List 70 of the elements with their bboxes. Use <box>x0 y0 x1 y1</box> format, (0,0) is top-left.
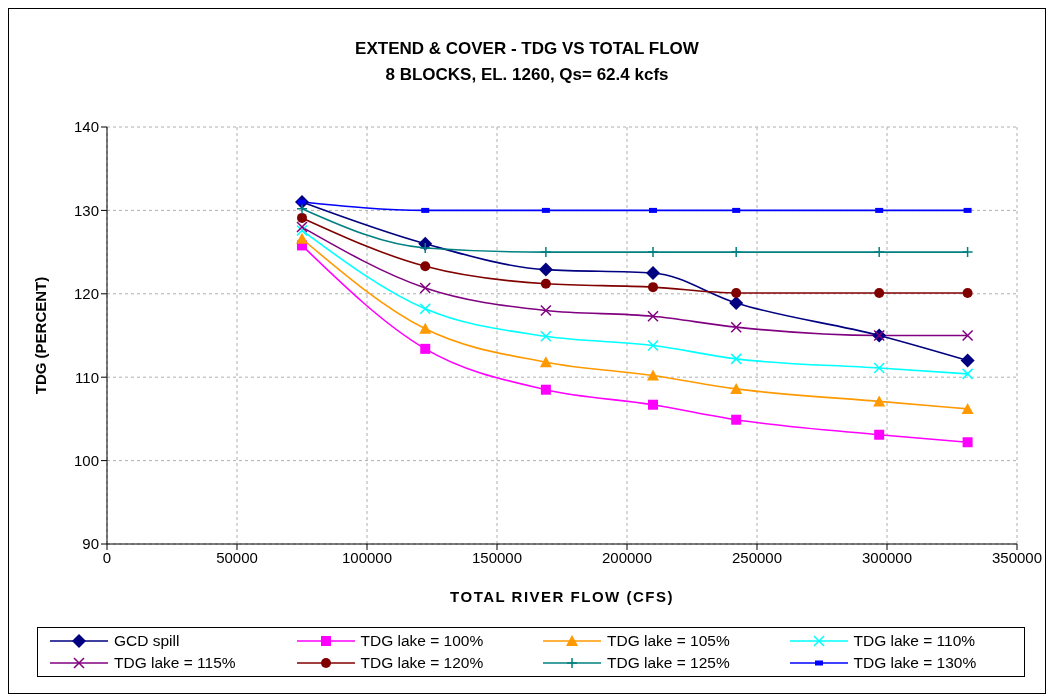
point <box>730 321 742 333</box>
point <box>540 278 551 289</box>
x-tick-label: 200000 <box>601 548 653 566</box>
y-tick-label: 140 <box>73 118 99 136</box>
x-tick-label: 50000 <box>216 548 258 566</box>
x-tick-label: 100000 <box>341 548 393 566</box>
y-tick-label: 90 <box>82 535 99 553</box>
x-tick-label: 0 <box>102 548 112 566</box>
point <box>962 287 973 298</box>
point <box>540 330 552 343</box>
point <box>961 246 974 258</box>
point <box>874 287 885 298</box>
legend-label: TDG lake = 110% <box>853 632 976 650</box>
point <box>296 224 308 237</box>
x-tick-label: 350000 <box>991 548 1043 566</box>
point <box>419 242 431 254</box>
point <box>540 384 551 395</box>
point <box>873 246 885 258</box>
point <box>540 246 552 258</box>
point <box>730 353 742 365</box>
point <box>731 414 742 425</box>
legend-label: TDG lake = 125% <box>607 654 730 672</box>
legend-label: TDG lake = 130% <box>853 654 977 672</box>
point <box>419 322 432 334</box>
y-tick-label: 120 <box>73 285 99 303</box>
x-axis-title: TOTAL RIVER FLOW (CFS) <box>450 588 674 605</box>
point <box>648 282 658 293</box>
point <box>730 382 743 394</box>
legend-label: TDG lake = 105% <box>607 632 730 650</box>
point <box>647 246 659 258</box>
chart-title: EXTEND & COVER - TDG VS TOTAL FLOW <box>354 38 700 60</box>
point <box>731 287 742 298</box>
legend-label: GCD spill <box>114 632 180 650</box>
point <box>729 295 744 310</box>
point <box>647 310 659 323</box>
point <box>730 246 742 258</box>
point <box>961 402 974 414</box>
chart-subtitle: 8 BLOCKS, EL. 1260, Qs= 62.4 kcfs <box>384 64 670 86</box>
point <box>962 437 973 448</box>
point <box>646 265 660 280</box>
x-tick-label: 300000 <box>861 548 913 566</box>
point <box>540 304 552 317</box>
x-tick-label: 250000 <box>731 548 783 566</box>
y-tick-label: 100 <box>73 451 99 469</box>
point <box>647 369 659 381</box>
point <box>539 356 552 368</box>
point <box>297 212 307 223</box>
point <box>296 221 308 233</box>
point <box>538 262 553 277</box>
point <box>960 353 975 368</box>
point <box>648 399 658 410</box>
point <box>961 329 974 342</box>
point <box>961 368 974 380</box>
point <box>874 429 885 440</box>
point <box>873 395 886 407</box>
point <box>647 339 659 352</box>
x-tick-label: 150000 <box>471 548 523 566</box>
y-axis-title: TDG (PERCENT) <box>32 276 50 395</box>
point <box>873 362 885 374</box>
point <box>419 282 431 294</box>
point <box>420 261 431 272</box>
y-tick-label: 110 <box>75 368 99 386</box>
point <box>649 207 657 213</box>
point <box>420 343 431 354</box>
legend-label: TDG lake = 120% <box>360 654 484 672</box>
y-tick-label: 130 <box>73 201 99 219</box>
legend-label: TDG lake = 100% <box>360 632 484 650</box>
point <box>419 303 431 315</box>
legend-label: TDG lake = 115% <box>114 654 236 672</box>
point <box>296 232 308 244</box>
